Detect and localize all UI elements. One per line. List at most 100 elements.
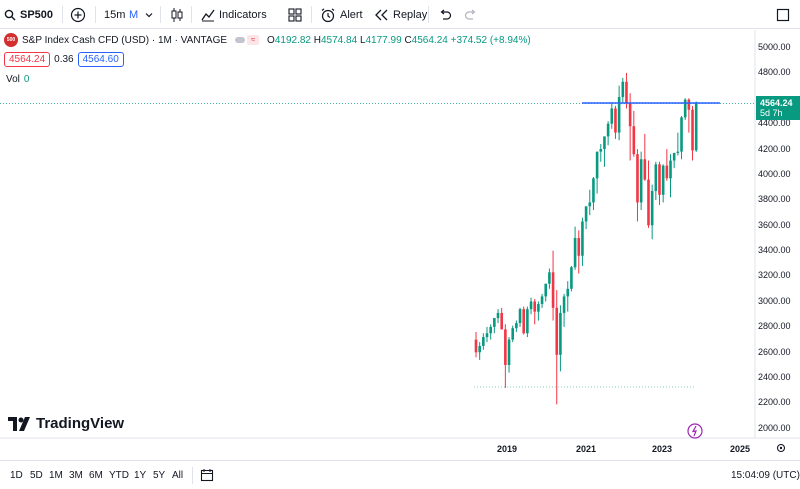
range-1d[interactable]: 1D xyxy=(10,469,23,481)
candle-body xyxy=(551,272,555,308)
candle-body xyxy=(595,151,599,179)
replay-button[interactable]: Replay xyxy=(375,0,427,29)
candle-body xyxy=(661,165,665,195)
candle-body xyxy=(625,81,628,104)
buy-price-button[interactable]: 4564.60 xyxy=(77,52,124,67)
price-tick: 4200.00 xyxy=(758,144,791,154)
symbol-search[interactable]: SP500 xyxy=(4,0,53,29)
undo-button[interactable] xyxy=(438,0,452,29)
candle-body xyxy=(540,296,544,305)
redo-button[interactable] xyxy=(464,0,478,29)
price-tick: 2000.00 xyxy=(758,423,791,433)
volume-legend: Vol 0 xyxy=(6,74,29,85)
price-tick: 3800.00 xyxy=(758,194,791,204)
quote-row: 4564.24 0.36 4564.60 xyxy=(4,52,124,67)
time-tick: 2025 xyxy=(730,444,751,454)
change-value: +374.52 (+8.94%) xyxy=(450,34,531,46)
sell-price-button[interactable]: 4564.24 xyxy=(4,52,51,67)
date-range-button[interactable] xyxy=(200,461,214,489)
range-5y[interactable]: 5Y xyxy=(153,469,166,481)
candle-body xyxy=(515,323,518,329)
clock-utc[interactable]: 15:04:09 (UTC) xyxy=(731,469,800,481)
settings-wave-icon[interactable]: ≈ xyxy=(247,35,260,45)
replay-label: Replay xyxy=(393,8,428,21)
grid-icon xyxy=(288,7,302,22)
candle-body xyxy=(489,326,492,334)
candle-body xyxy=(500,312,503,330)
candle-body xyxy=(544,283,548,297)
indicators-button[interactable]: Indicators xyxy=(201,0,267,29)
candle-body xyxy=(603,136,606,150)
candle-body xyxy=(592,178,595,203)
bottom-toolbar: 1D 5D 1M 3M 6M YTD 1Y 5Y All 15:04:09 (U… xyxy=(0,460,800,488)
range-6m[interactable]: 6M xyxy=(89,469,103,481)
brand-name: TradingView xyxy=(36,415,125,432)
candle-body xyxy=(518,309,522,324)
candle-body xyxy=(526,309,529,334)
candle-body xyxy=(621,81,625,98)
volume-value: 0 xyxy=(23,74,30,85)
interval-dropdown[interactable] xyxy=(145,0,153,29)
candle-body xyxy=(676,151,680,153)
candle-body xyxy=(493,318,496,327)
candle-body xyxy=(478,345,481,353)
candle-body xyxy=(529,301,533,310)
candle-body xyxy=(584,206,588,222)
visibility-toggle-icon[interactable] xyxy=(235,37,246,43)
fullscreen-button[interactable] xyxy=(776,0,790,29)
candle-body xyxy=(577,238,581,256)
candle-body xyxy=(617,97,621,133)
symbol-logo: 500 xyxy=(4,33,18,47)
lightning-icon xyxy=(687,423,703,439)
compare-add-button[interactable] xyxy=(70,0,86,29)
candle-body xyxy=(636,154,639,203)
alert-label: Alert xyxy=(340,8,363,21)
tradingview-logo[interactable]: TradingView xyxy=(8,415,124,432)
candle-body xyxy=(632,126,636,155)
ohlc-values: O4192.82 H4574.84 L4177.99 C4564.24 +374… xyxy=(267,34,531,46)
candle-body xyxy=(654,164,658,192)
candle-body xyxy=(614,108,617,133)
price-tick: 3000.00 xyxy=(758,296,791,306)
alert-button[interactable]: Alert xyxy=(320,0,363,29)
interval-favorite-button[interactable]: M xyxy=(129,0,138,29)
spread-value: 0.36 xyxy=(54,54,74,65)
candle-body xyxy=(647,179,650,226)
candle-body xyxy=(599,149,603,152)
open-value: 4192.82 xyxy=(274,34,311,46)
candle-body xyxy=(694,102,698,151)
symbol-title[interactable]: S&P Index Cash CFD (USD) · 1M · VANTAGE xyxy=(22,34,228,46)
high-value: 4574.84 xyxy=(321,34,358,46)
candle-body xyxy=(562,296,566,313)
range-1y[interactable]: 1Y xyxy=(134,469,147,481)
symbol-name: SP500 xyxy=(20,8,54,21)
range-ytd[interactable]: YTD xyxy=(109,469,129,481)
interval-button[interactable]: 15m xyxy=(104,0,125,29)
range-3m[interactable]: 3M xyxy=(69,469,83,481)
candle-body xyxy=(658,164,661,195)
range-5d[interactable]: 5D xyxy=(30,469,43,481)
candle-body xyxy=(669,160,672,179)
volume-label: Vol xyxy=(6,74,20,85)
range-1m[interactable]: 1M xyxy=(49,469,63,481)
candle-body xyxy=(683,99,687,118)
legend-controls[interactable]: ≈ xyxy=(235,35,260,45)
range-all[interactable]: All xyxy=(172,469,184,481)
top-toolbar: SP500 15m M Indicators xyxy=(0,0,800,29)
templates-button[interactable] xyxy=(288,0,302,29)
candle-body xyxy=(570,267,573,289)
axis-settings-button[interactable] xyxy=(775,441,787,459)
chevron-down-icon xyxy=(145,12,153,17)
candle-body xyxy=(507,339,511,365)
price-tick: 2200.00 xyxy=(758,397,791,407)
last-price-badge: 4564.24 5d 7h xyxy=(756,96,800,120)
flash-event-button[interactable] xyxy=(687,423,703,444)
rewind-icon xyxy=(375,9,388,20)
time-tick: 2019 xyxy=(497,444,518,454)
last-price-value: 4564.24 xyxy=(760,98,793,108)
alarm-clock-icon xyxy=(321,7,335,22)
chart-type-button[interactable] xyxy=(170,0,184,29)
undo-icon xyxy=(440,9,452,20)
candle-body xyxy=(581,221,584,256)
